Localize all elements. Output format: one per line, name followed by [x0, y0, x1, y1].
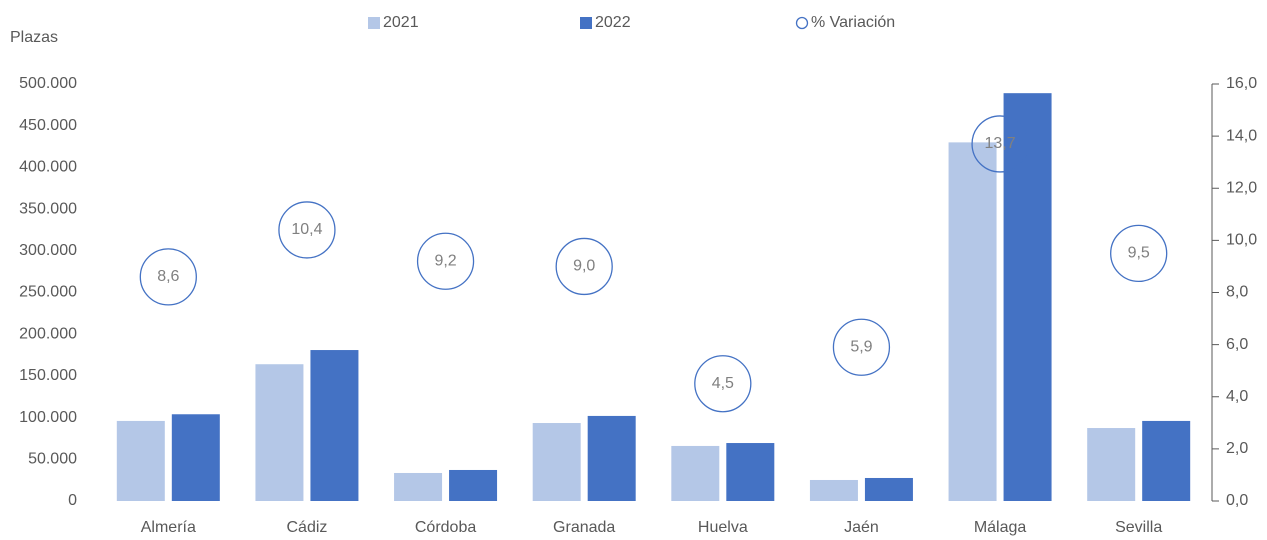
bar — [171, 414, 220, 501]
data-label: 9,2 — [434, 252, 456, 269]
x-tick-label: Sevilla — [1115, 519, 1162, 536]
y2-tick-label: 16,0 — [1226, 75, 1257, 92]
variation-marker — [694, 355, 752, 413]
legend-marker — [795, 16, 809, 30]
x-tick-label: Jaén — [844, 519, 879, 536]
legend-marker — [368, 17, 380, 29]
legend-marker — [580, 17, 592, 29]
y-tick-label: 500.000 — [19, 75, 77, 92]
bar — [671, 445, 720, 501]
bar — [726, 443, 775, 501]
legend-label: 2022 — [595, 14, 631, 31]
variation-marker — [555, 237, 613, 296]
variation-marker — [971, 115, 1029, 173]
y-axis-label: Plazas — [10, 29, 58, 46]
variation-marker — [832, 318, 891, 376]
x-tick-label: Almería — [141, 519, 196, 536]
variation-marker — [139, 248, 197, 306]
y2-tick-label: 8,0 — [1226, 284, 1248, 301]
y2-tick-label: 12,0 — [1226, 179, 1257, 196]
data-label: 5,9 — [850, 338, 872, 355]
bar — [532, 423, 581, 501]
variation-marker — [1110, 224, 1168, 283]
data-label: 10,4 — [291, 221, 322, 238]
y2-tick-label: 10,0 — [1226, 232, 1257, 249]
y2-tick-label: 0,0 — [1226, 492, 1248, 509]
x-tick-label: Cádiz — [286, 519, 327, 536]
x-tick-label: Granada — [553, 519, 615, 536]
y-tick-label: 300.000 — [19, 242, 77, 259]
y-tick-label: 250.000 — [19, 284, 77, 301]
y-tick-label: 50.000 — [28, 451, 77, 468]
bar — [1087, 428, 1136, 501]
x-tick-label: Córdoba — [415, 519, 476, 536]
y2-tick-label: 4,0 — [1226, 388, 1248, 405]
bar — [809, 479, 858, 501]
y2-tick-label: 14,0 — [1226, 127, 1257, 144]
y-tick-label: 450.000 — [19, 117, 77, 134]
data-label: 9,0 — [573, 258, 595, 275]
bar — [255, 364, 304, 501]
variation-marker — [278, 201, 336, 259]
bar — [1003, 93, 1052, 501]
y-tick-label: 350.000 — [19, 200, 77, 217]
y2-tick-label: 6,0 — [1226, 336, 1248, 353]
variation-marker — [416, 232, 475, 290]
bar — [116, 420, 165, 501]
y-tick-label: 200.000 — [19, 325, 77, 342]
bar — [1142, 420, 1191, 501]
y-tick-label: 100.000 — [19, 409, 77, 426]
y-tick-label: 150.000 — [19, 367, 77, 384]
data-label: 13,7 — [984, 135, 1015, 152]
data-label: 4,5 — [712, 375, 734, 392]
legend-label: % Variación — [811, 14, 895, 31]
bar — [587, 415, 636, 501]
bar — [310, 350, 359, 501]
y-tick-label: 400.000 — [19, 159, 77, 176]
data-label: 8,6 — [157, 268, 179, 285]
bar — [449, 469, 498, 501]
data-label: 9,5 — [1128, 245, 1150, 262]
x-tick-label: Huelva — [698, 519, 748, 536]
y2-tick-label: 2,0 — [1226, 440, 1248, 457]
legend-label: 2021 — [383, 14, 419, 31]
bar — [948, 142, 997, 501]
y-tick-label: 0 — [68, 492, 77, 509]
bar — [394, 472, 443, 501]
bar — [864, 477, 913, 501]
x-tick-label: Málaga — [974, 519, 1027, 536]
